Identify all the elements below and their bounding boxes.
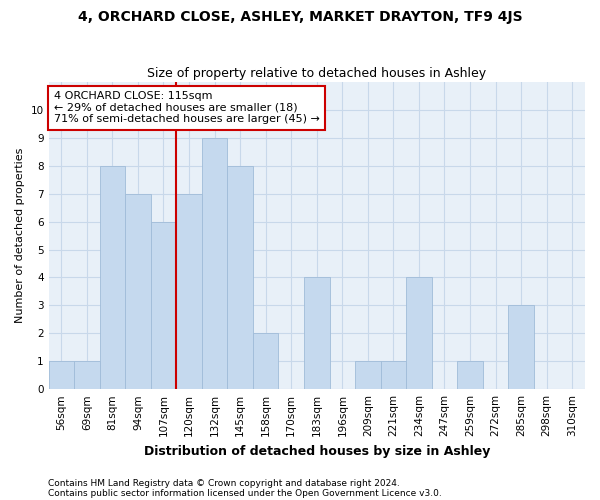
Bar [176, 194, 202, 389]
Bar [304, 278, 329, 389]
Text: Contains HM Land Registry data © Crown copyright and database right 2024.: Contains HM Land Registry data © Crown c… [48, 478, 400, 488]
Bar [406, 278, 432, 389]
Bar [457, 362, 483, 389]
Bar [227, 166, 253, 389]
X-axis label: Distribution of detached houses by size in Ashley: Distribution of detached houses by size … [143, 444, 490, 458]
Bar [355, 362, 380, 389]
Bar [508, 306, 534, 389]
Bar [151, 222, 176, 389]
Bar [202, 138, 227, 389]
Bar [380, 362, 406, 389]
Bar [49, 362, 74, 389]
Y-axis label: Number of detached properties: Number of detached properties [15, 148, 25, 324]
Text: 4, ORCHARD CLOSE, ASHLEY, MARKET DRAYTON, TF9 4JS: 4, ORCHARD CLOSE, ASHLEY, MARKET DRAYTON… [77, 10, 523, 24]
Text: 4 ORCHARD CLOSE: 115sqm
← 29% of detached houses are smaller (18)
71% of semi-de: 4 ORCHARD CLOSE: 115sqm ← 29% of detache… [54, 92, 320, 124]
Text: Contains public sector information licensed under the Open Government Licence v3: Contains public sector information licen… [48, 488, 442, 498]
Bar [100, 166, 125, 389]
Title: Size of property relative to detached houses in Ashley: Size of property relative to detached ho… [147, 66, 487, 80]
Bar [74, 362, 100, 389]
Bar [253, 334, 278, 389]
Bar [125, 194, 151, 389]
